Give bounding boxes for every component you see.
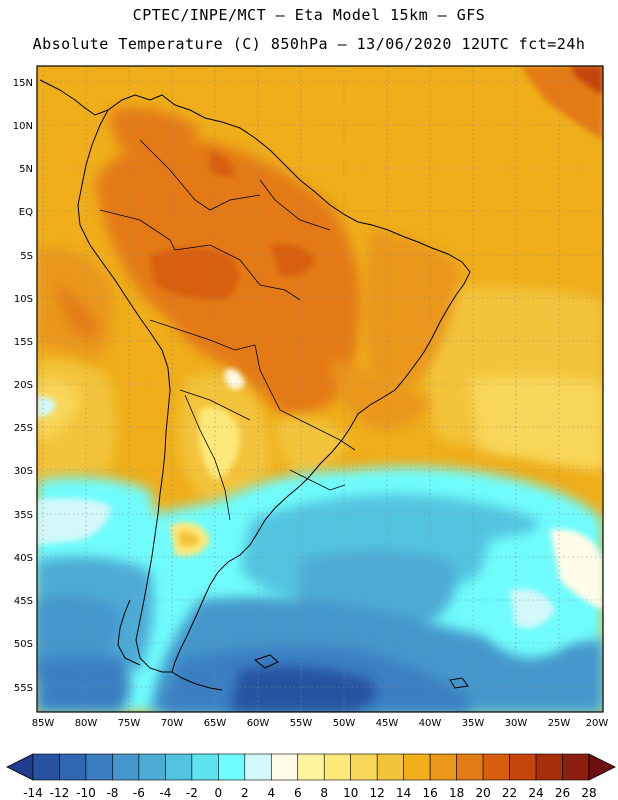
lat-label: 30S bbox=[14, 466, 33, 477]
lat-label: 50S bbox=[14, 639, 33, 650]
colorbar-swatch bbox=[482, 753, 510, 781]
longitude-axis: 85W 80W 75W 70W 65W 60W 55W 50W 45W 40W … bbox=[32, 718, 609, 729]
lon-label: 35W bbox=[462, 718, 485, 729]
colorbar-label: -12 bbox=[50, 786, 70, 800]
colorbar-label: 18 bbox=[449, 786, 464, 800]
colorbar-label: -14 bbox=[23, 786, 43, 800]
title-line-2: Absolute Temperature (C) 850hPa – 13/06/… bbox=[32, 35, 586, 53]
lat-label: 20S bbox=[14, 380, 33, 391]
colorbar-swatch bbox=[85, 753, 113, 781]
lon-label: 55W bbox=[290, 718, 313, 729]
lon-label: 75W bbox=[118, 718, 141, 729]
colorbar-label: -10 bbox=[76, 786, 96, 800]
colorbar-swatch bbox=[165, 753, 193, 781]
colorbar-label: 4 bbox=[267, 786, 275, 800]
lat-label: 45S bbox=[14, 596, 33, 607]
lat-label: EQ bbox=[19, 207, 33, 218]
colorbar-label: 26 bbox=[555, 786, 570, 800]
colorbar-swatch bbox=[323, 753, 352, 781]
lon-label: 40W bbox=[419, 718, 442, 729]
colorbar-label: 8 bbox=[320, 786, 328, 800]
colorbar-label: 28 bbox=[581, 786, 596, 800]
lon-label: 30W bbox=[505, 718, 528, 729]
colorbar-left-arrow bbox=[6, 753, 34, 781]
colorbar-labels: -14 -12 -10 -8 -6 -4 -2 0 2 4 6 8 10 12 14 16 18 20 22 24 26… bbox=[23, 786, 596, 800]
lon-label: 65W bbox=[204, 718, 227, 729]
lat-label: 35S bbox=[14, 510, 33, 521]
colorbar-swatch bbox=[270, 753, 299, 781]
colorbar-swatch bbox=[59, 753, 87, 781]
colorbar-swatch bbox=[403, 753, 431, 781]
lon-label: 85W bbox=[32, 718, 55, 729]
lon-label: 20W bbox=[586, 718, 609, 729]
temperature-field bbox=[37, 66, 603, 712]
colorbar-label: 2 bbox=[241, 786, 249, 800]
colorbar: -14 -12 -10 -8 -6 -4 -2 0 2 4 6 8 10 12 14 16 18 20 22 24 26… bbox=[6, 753, 616, 800]
map-frame bbox=[36, 65, 604, 713]
colorbar-label: -4 bbox=[159, 786, 171, 800]
colorbar-swatch bbox=[376, 753, 404, 781]
colorbar-label: 12 bbox=[370, 786, 385, 800]
latitude-axis: 15N 10N 5N EQ 5S 10S 15S 20S 25S 30S 35S… bbox=[13, 78, 33, 694]
colorbar-right-arrow bbox=[588, 753, 616, 781]
colorbar-label: -6 bbox=[133, 786, 145, 800]
colorbar-label: -8 bbox=[106, 786, 118, 800]
colorbar-label: 20 bbox=[475, 786, 490, 800]
colorbar-swatch bbox=[138, 753, 166, 781]
lat-label: 5N bbox=[19, 164, 33, 175]
colorbar-label: 24 bbox=[528, 786, 543, 800]
coastlines bbox=[39, 79, 471, 691]
lat-label: 15N bbox=[13, 78, 33, 89]
lat-label: 10S bbox=[14, 294, 33, 305]
colorbar-swatch bbox=[456, 753, 484, 781]
lon-label: 45W bbox=[376, 718, 399, 729]
lon-label: 80W bbox=[75, 718, 98, 729]
lat-label: 10N bbox=[13, 121, 33, 132]
colorbar-swatch bbox=[218, 753, 246, 781]
colorbar-swatch bbox=[32, 753, 60, 781]
colorbar-swatch bbox=[297, 753, 325, 781]
colorbar-swatch bbox=[535, 753, 563, 781]
colorbar-swatch bbox=[429, 753, 457, 781]
colorbar-label: 14 bbox=[396, 786, 411, 800]
colorbar-swatch bbox=[112, 753, 140, 781]
colorbar-label: 16 bbox=[423, 786, 438, 800]
title-line-1: CPTEC/INPE/MCT – Eta Model 15km – GFS bbox=[132, 6, 486, 24]
colorbar-swatch bbox=[562, 753, 590, 781]
lat-label: 15S bbox=[14, 337, 33, 348]
lat-label: 55S bbox=[14, 683, 33, 694]
lon-label: 60W bbox=[247, 718, 270, 729]
colorbar-swatch bbox=[191, 753, 219, 781]
colorbar-swatch bbox=[244, 753, 272, 781]
country-borders bbox=[99, 139, 356, 521]
lat-label: 40S bbox=[14, 553, 33, 564]
lon-label: 25W bbox=[548, 718, 571, 729]
colorbar-label: 0 bbox=[215, 786, 223, 800]
colorbar-label: 10 bbox=[343, 786, 358, 800]
lat-label: 25S bbox=[14, 423, 33, 434]
colorbar-label: 6 bbox=[294, 786, 302, 800]
lat-label: 5S bbox=[20, 251, 33, 262]
colorbar-swatch bbox=[350, 753, 378, 781]
colorbar-label: -2 bbox=[186, 786, 198, 800]
colorbar-label: 22 bbox=[502, 786, 517, 800]
lon-label: 50W bbox=[333, 718, 356, 729]
colorbar-swatches bbox=[32, 753, 590, 781]
lon-label: 70W bbox=[161, 718, 184, 729]
colorbar-swatch bbox=[509, 753, 537, 781]
